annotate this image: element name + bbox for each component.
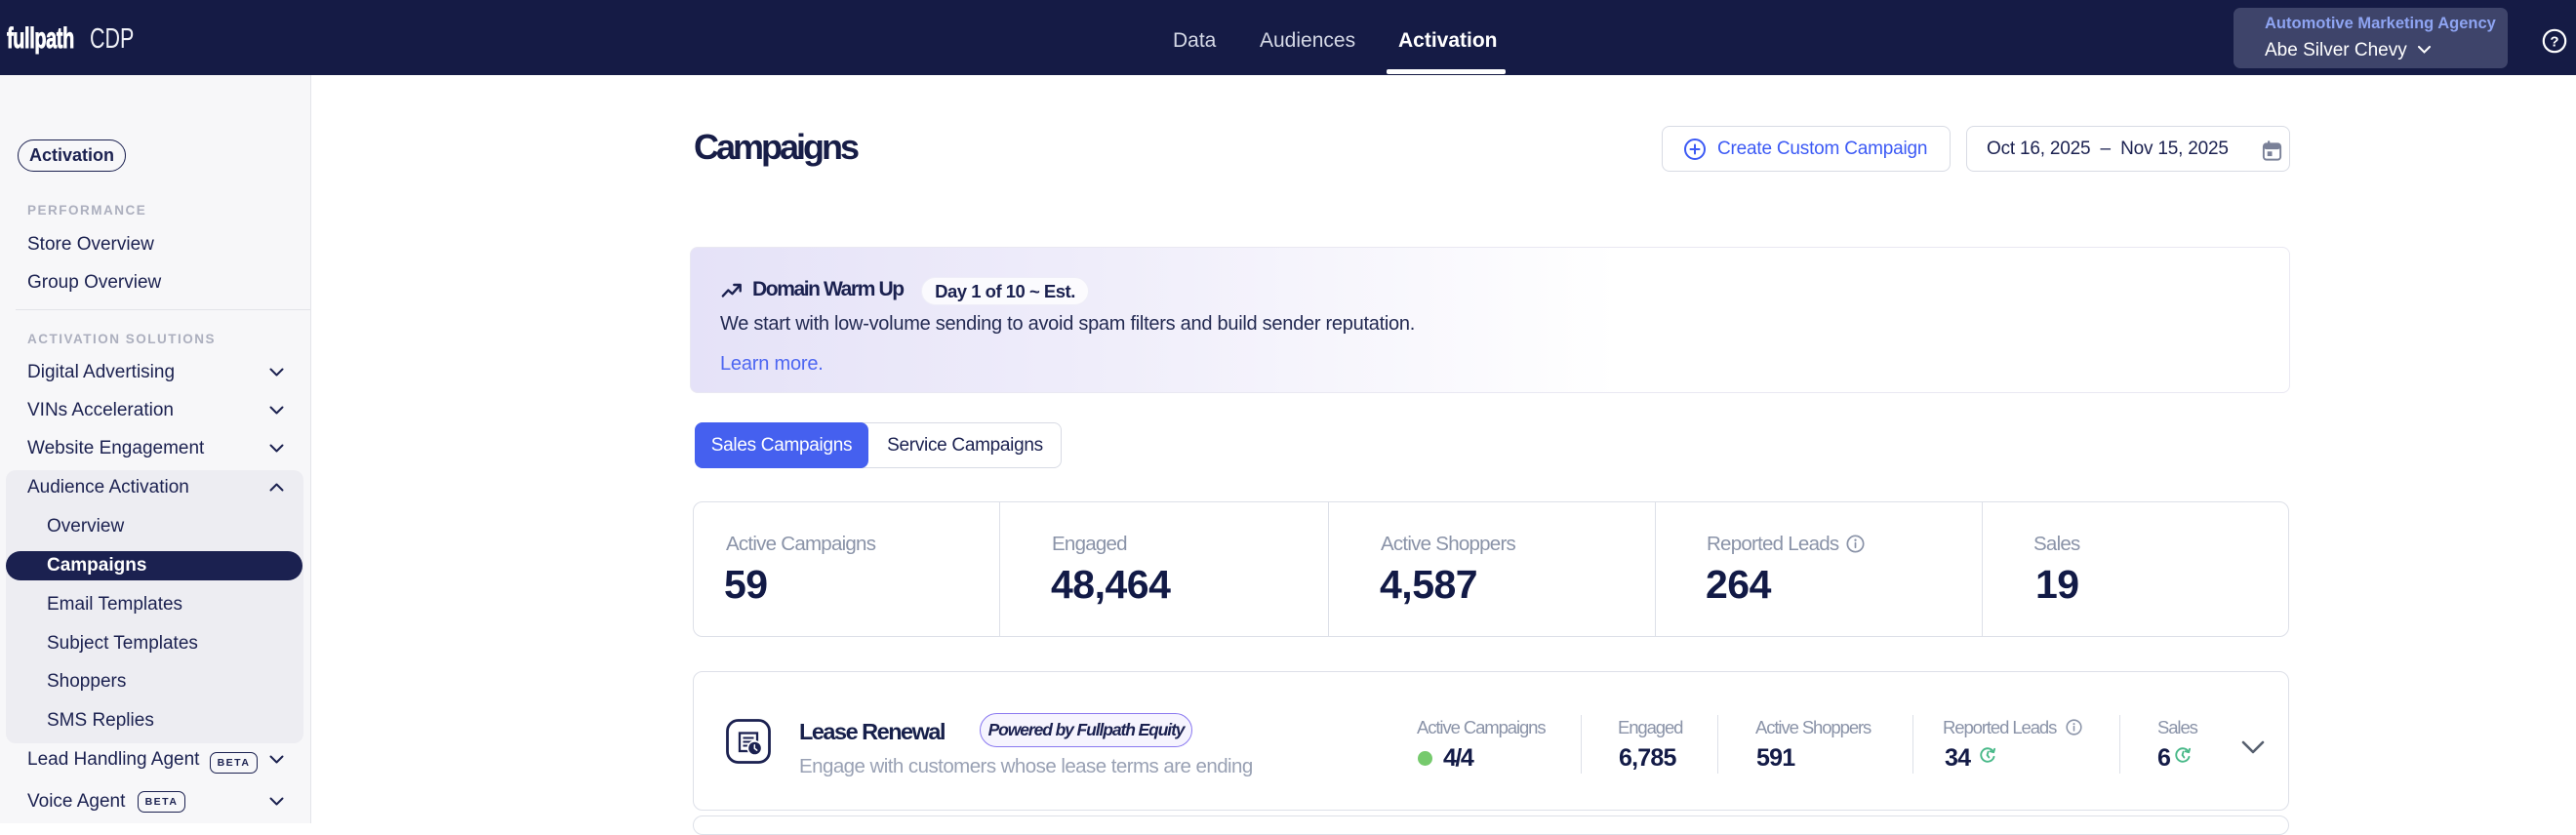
svg-text:?: ? (2550, 34, 2558, 51)
